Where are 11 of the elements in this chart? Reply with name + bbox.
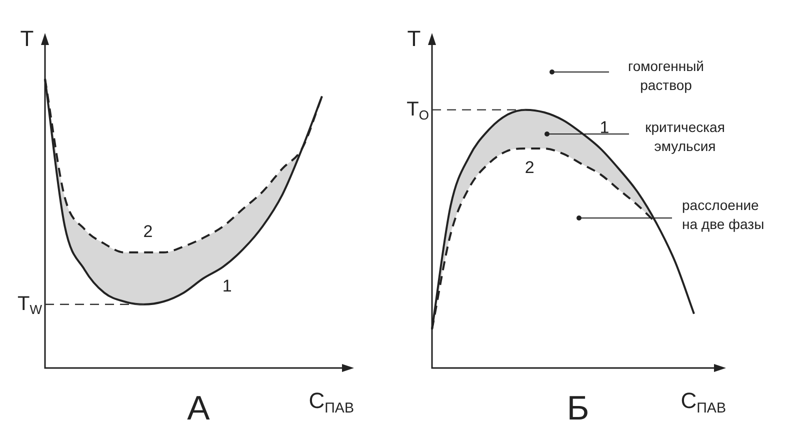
text: гомогенный раствор — [628, 58, 704, 93]
y-axis-title: T — [20, 26, 34, 52]
series-label: 1 — [222, 276, 232, 296]
series-label: 2 — [143, 222, 153, 242]
text: А — [187, 389, 210, 425]
annotation: критическая эмульсия — [645, 118, 725, 154]
series-label: 1 — [600, 118, 610, 138]
text: Б — [566, 389, 590, 425]
annotation: расслоение на две фазы — [682, 196, 764, 232]
y-axis-title: T — [407, 26, 421, 52]
series-label: 2 — [524, 158, 534, 178]
